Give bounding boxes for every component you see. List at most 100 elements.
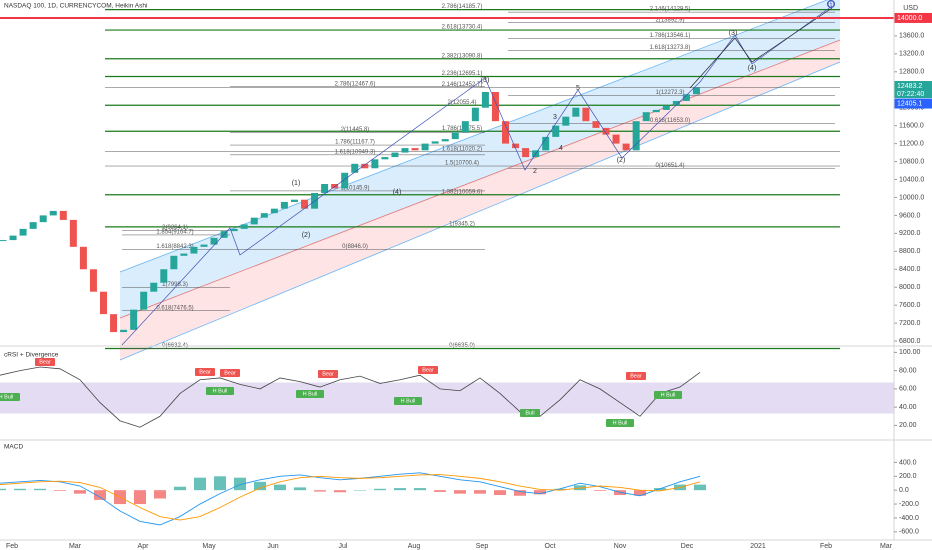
- candle: [632, 121, 640, 151]
- signal-box: [0, 393, 20, 401]
- signal-label: H Bull: [661, 392, 676, 398]
- wave-marker: [827, 0, 835, 8]
- histogram-bar: [34, 488, 46, 491]
- signal-label: H Bull: [213, 388, 228, 394]
- signal-box: [654, 391, 682, 399]
- histogram-bar: [554, 488, 566, 491]
- y-tick-label: -400.0: [899, 515, 919, 522]
- signal-box: [206, 387, 234, 395]
- y-tick-label: 200.0: [899, 473, 917, 480]
- signal-label: Bull: [525, 410, 534, 416]
- wave-label: 3: [553, 114, 557, 121]
- signal-box: [318, 370, 338, 378]
- fib-label: 1(12272.3): [655, 90, 684, 96]
- y-tick-label: 400.0: [899, 459, 917, 466]
- candle: [512, 143, 520, 149]
- candle: [401, 148, 409, 153]
- histogram-bar: [374, 488, 386, 491]
- y-tick-label: 11600.0: [899, 122, 924, 129]
- fib-label: 1.786(11167.7): [335, 140, 375, 146]
- histogram-bar: [494, 490, 506, 496]
- alert-box: [894, 12, 932, 23]
- crsi-line: [0, 366, 701, 428]
- candle: [622, 143, 630, 151]
- fib-label: 1.618(11020.2): [442, 146, 482, 152]
- x-tick-label: Feb: [820, 543, 832, 550]
- candle: [19, 228, 27, 236]
- candle: [321, 183, 329, 193]
- candle: [140, 291, 148, 310]
- signal-label: Bear: [422, 367, 434, 373]
- x-tick-label: Feb: [6, 543, 18, 550]
- fib-label: 1(9345.2): [449, 221, 475, 227]
- histogram-bar: [474, 490, 486, 494]
- histogram-bar: [154, 490, 166, 499]
- histogram-bar: [534, 490, 546, 495]
- fib-label: 0.618(7476.5): [156, 305, 193, 311]
- countdown-label: 07:22:40: [897, 91, 924, 98]
- candle: [612, 134, 620, 144]
- histogram-bar: [454, 490, 466, 494]
- pane-title: cRSI + Divergence: [4, 352, 59, 359]
- wave-label: (2): [617, 157, 626, 164]
- candle: [0, 240, 7, 242]
- candle: [170, 255, 178, 270]
- candle: [421, 143, 429, 151]
- signal-label: H Bull: [0, 394, 13, 400]
- signal-box: [220, 369, 240, 377]
- y-tick-label: 8000.0: [899, 284, 921, 291]
- wave-label: (1): [292, 180, 301, 187]
- histogram-bar: [334, 490, 346, 493]
- histogram-bar: [254, 481, 266, 491]
- x-tick-label: May: [202, 543, 216, 550]
- last-price-label: 12483.2: [897, 83, 922, 90]
- candle: [39, 215, 47, 223]
- candle: [200, 244, 208, 247]
- histogram-bar: [94, 490, 106, 500]
- fib-label: 2.236(12695.1): [442, 71, 483, 77]
- fib-label: 1.618(8842.3): [156, 244, 193, 250]
- y-tick-label: 8800.0: [899, 248, 921, 255]
- fib-label: 2.618(13730.4): [442, 25, 483, 31]
- y-tick-label: 9600.0: [899, 212, 921, 219]
- x-tick-label: Oct: [545, 543, 556, 550]
- candle: [431, 141, 439, 144]
- candle: [89, 269, 97, 292]
- x-tick-label: Dec: [681, 543, 694, 550]
- currency-label: USD: [903, 5, 918, 12]
- candle: [471, 107, 479, 122]
- projection-line: [689, 7, 833, 89]
- wave-label: (4): [748, 65, 757, 72]
- candle: [572, 107, 580, 117]
- fib-label: 2.146(12452.7): [442, 82, 483, 88]
- fib-label: 2.146(14129.5): [650, 7, 691, 13]
- signal-label: Bear: [630, 373, 642, 379]
- candle: [562, 116, 570, 126]
- candle: [662, 105, 670, 110]
- histogram-bar: [394, 488, 406, 491]
- histogram-bar: [594, 490, 606, 491]
- x-tick-label: Sep: [476, 543, 489, 550]
- candle: [642, 112, 650, 122]
- y-tick-label: 6800.0: [899, 338, 921, 345]
- fib-label: 2.786(14185.7): [442, 4, 483, 10]
- x-tick-label: Jun: [267, 543, 278, 550]
- y-tick-label: 11200.0: [899, 140, 924, 147]
- candle: [100, 291, 107, 315]
- candle: [371, 159, 379, 169]
- histogram-bar: [314, 490, 326, 492]
- candle: [120, 329, 128, 333]
- histogram-bar: [74, 490, 86, 494]
- x-tick-label: Jul: [339, 543, 348, 550]
- candle: [602, 127, 610, 135]
- candle: [301, 199, 308, 209]
- y-tick-label: 20.00: [899, 422, 917, 429]
- fib-label: 1.5(10700.4): [445, 161, 479, 167]
- crsi-band: [0, 382, 894, 414]
- histogram-bar: [14, 488, 26, 491]
- y-tick-label: -600.0: [899, 529, 919, 536]
- candle: [542, 136, 550, 151]
- fib-label: 1.618(13273.8): [650, 45, 691, 51]
- fib-label: 2.786(12467.6): [335, 81, 376, 87]
- channel-line: [119, 61, 841, 361]
